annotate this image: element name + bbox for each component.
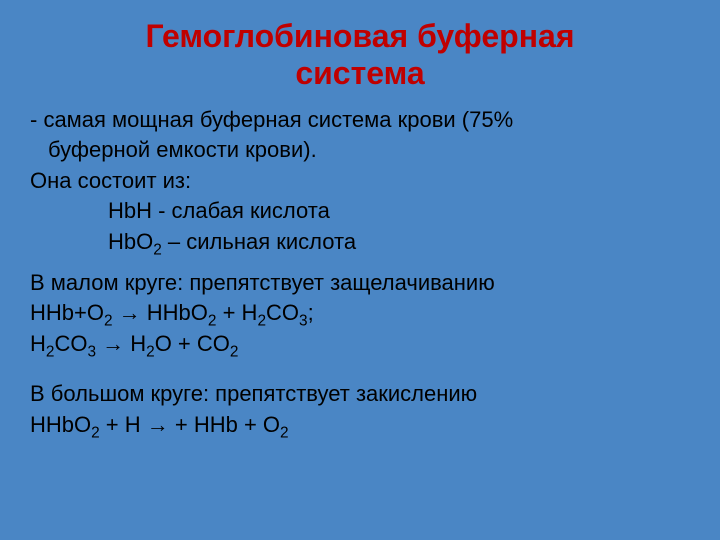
eq2-sub3: 2 [146, 343, 155, 360]
slide-body: - самая мощная буферная система крови (7… [30, 106, 690, 440]
eq2-c: → H [96, 331, 146, 356]
eq3-sub2: 2 [280, 424, 289, 441]
title-line-2: система [295, 55, 424, 91]
eq1-sub4: 3 [299, 313, 308, 330]
title-line-1: Гемоглобиновая буферная [145, 18, 574, 54]
eq3-a: HHbO [30, 412, 91, 437]
body-line-1a: - самая мощная буферная система крови (7… [30, 106, 690, 135]
eq1-c: + H [216, 300, 257, 325]
spacer-2 [30, 360, 690, 370]
eq3-b: + H → + HHb + O [100, 412, 280, 437]
eq2-sub4: 2 [230, 343, 239, 360]
eq2-b: CO [54, 331, 87, 356]
line4-part-b: – сильная кислота [162, 229, 356, 254]
line4-part-a: HbO [108, 229, 153, 254]
line4-sub: 2 [153, 241, 162, 258]
equation-1: НHb+O2 → HHbO2 + H2CO3; [30, 299, 690, 328]
eq2-a: H [30, 331, 46, 356]
equation-2: H2CO3 → H2O + СO2 [30, 330, 690, 359]
eq1-d: CO [266, 300, 299, 325]
eq1-b: → HHbO [113, 300, 208, 325]
eq3-sub1: 2 [91, 424, 100, 441]
body-line-6: В большом круге: препятствует закислению [30, 380, 690, 409]
body-line-1b: буферной емкости крови). [30, 136, 690, 165]
equation-3: HHbO2 + H → + HHb + O2 [30, 411, 690, 440]
slide-container: Гемоглобиновая буферная система - самая … [0, 0, 720, 540]
body-line-2: Она состоит из: [30, 167, 690, 196]
eq2-d: O + СO [155, 331, 230, 356]
body-line-5: В малом круге: препятствует защелачивани… [30, 269, 690, 298]
body-line-4: HbO2 – сильная кислота [30, 228, 690, 257]
eq1-e: ; [308, 300, 314, 325]
spacer-3 [30, 370, 690, 380]
eq1-sub3: 2 [257, 313, 266, 330]
slide-title: Гемоглобиновая буферная система [30, 18, 690, 92]
eq1-sub1: 2 [104, 313, 113, 330]
body-line-3: HbH - слабая кислота [30, 197, 690, 226]
eq1-a: НHb+O [30, 300, 104, 325]
spacer-1 [30, 259, 690, 269]
eq2-sub2: 3 [87, 343, 96, 360]
